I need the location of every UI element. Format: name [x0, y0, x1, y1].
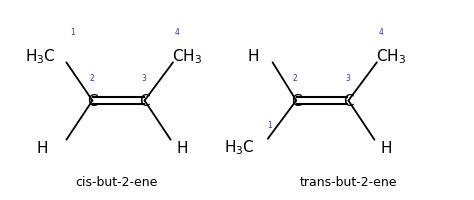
Text: 2: 2	[293, 74, 298, 83]
Text: C: C	[291, 94, 301, 108]
Text: cis-but-2-ene: cis-but-2-ene	[75, 175, 157, 188]
Text: C: C	[139, 94, 150, 108]
Text: C: C	[87, 94, 98, 108]
Text: H: H	[248, 49, 259, 63]
Text: H: H	[177, 141, 188, 155]
Text: CH$_3$: CH$_3$	[376, 47, 406, 65]
Text: H$_3$C: H$_3$C	[25, 47, 55, 65]
Text: 1: 1	[267, 120, 272, 129]
Text: C: C	[343, 94, 354, 108]
Text: H: H	[381, 141, 392, 155]
Text: 3: 3	[345, 74, 350, 83]
Text: 1: 1	[70, 28, 75, 37]
Text: CH$_3$: CH$_3$	[172, 47, 202, 65]
Text: 4: 4	[174, 28, 179, 37]
Text: 4: 4	[378, 28, 383, 37]
Text: 2: 2	[89, 74, 94, 83]
Text: 3: 3	[141, 74, 146, 83]
Text: trans-but-2-ene: trans-but-2-ene	[300, 175, 397, 188]
Text: H$_3$C: H$_3$C	[224, 138, 255, 156]
Text: H: H	[37, 141, 48, 155]
